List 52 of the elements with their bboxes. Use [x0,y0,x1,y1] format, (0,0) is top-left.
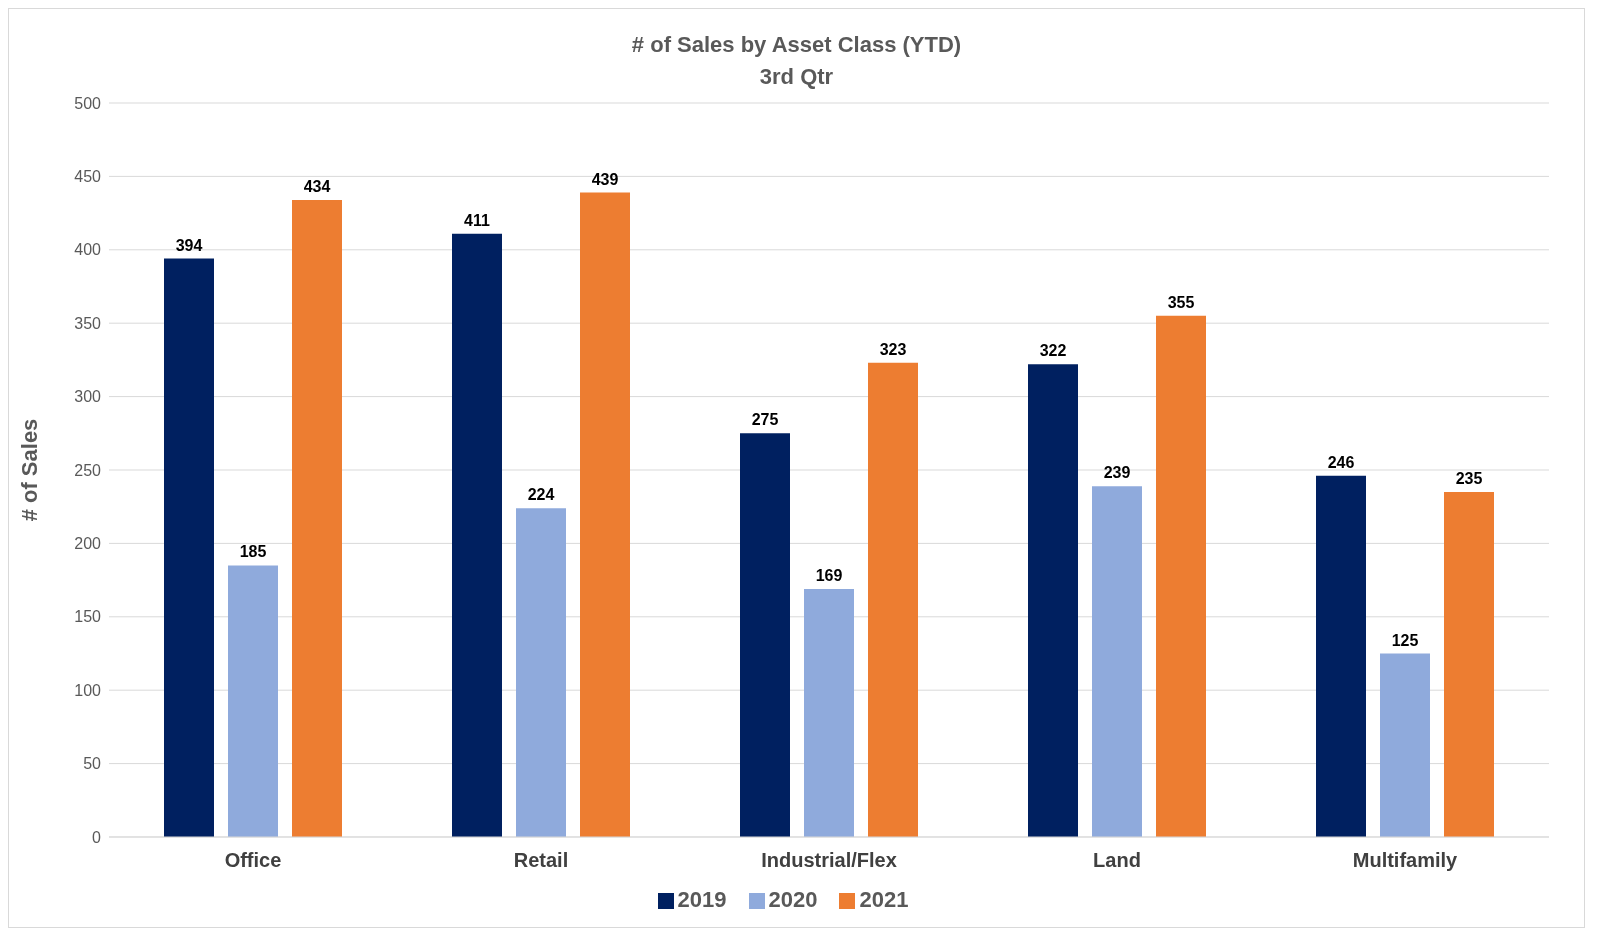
y-tick-label: 200 [74,535,102,553]
chart-title: # of Sales by Asset Class (YTD) [630,31,963,59]
y-tick-label: 100 [74,681,102,699]
bar [292,199,342,837]
bar [1380,653,1430,837]
legend-label: 2020 [768,887,818,912]
y-tick-label: 450 [74,168,102,186]
data-label: 355 [1167,293,1195,311]
y-tick-label: 0 [92,828,102,846]
y-axis-title: # of Sales [16,418,42,522]
data-label: 125 [1391,631,1419,649]
y-tick-label: 400 [74,241,102,259]
legend-label: 2021 [859,887,909,912]
data-label: 439 [591,170,619,188]
data-label: 323 [879,340,907,358]
y-tick-label: 350 [74,314,102,332]
data-label: 275 [751,411,779,429]
x-tick-label: Land [1093,849,1141,872]
bar [1028,364,1078,837]
bar [164,258,214,837]
bar [580,192,630,837]
bar [868,362,918,837]
bar [1156,315,1206,837]
data-label: 434 [303,177,331,195]
chart-subtitle: 3rd Qtr [758,63,835,91]
y-tick-label: 150 [74,608,102,626]
data-label: 322 [1039,342,1067,360]
x-tick-label: Office [224,849,282,872]
bar [452,233,502,837]
bar [1444,492,1494,837]
y-tick-label: 250 [74,461,102,479]
bar [1316,475,1366,837]
data-label: 239 [1103,464,1131,482]
data-label: 235 [1455,470,1483,488]
y-tick-label: 300 [74,388,102,406]
bar [516,508,566,837]
bar [804,588,854,837]
x-tick-label: Retail [513,849,569,872]
bar [740,433,790,837]
data-label: 185 [239,543,267,561]
data-label: 169 [815,566,843,584]
data-label: 246 [1327,453,1355,471]
legend-label: 2019 [677,887,727,912]
x-tick-label: Multifamily [1352,849,1459,872]
data-label: 224 [527,486,555,504]
data-label: 394 [175,236,203,254]
y-tick-label: 500 [74,94,102,112]
y-tick-label: 50 [83,755,102,773]
bar [228,565,278,837]
x-tick-label: Industrial/Flex [761,849,897,872]
bar [1092,486,1142,837]
data-label: 411 [464,211,491,229]
